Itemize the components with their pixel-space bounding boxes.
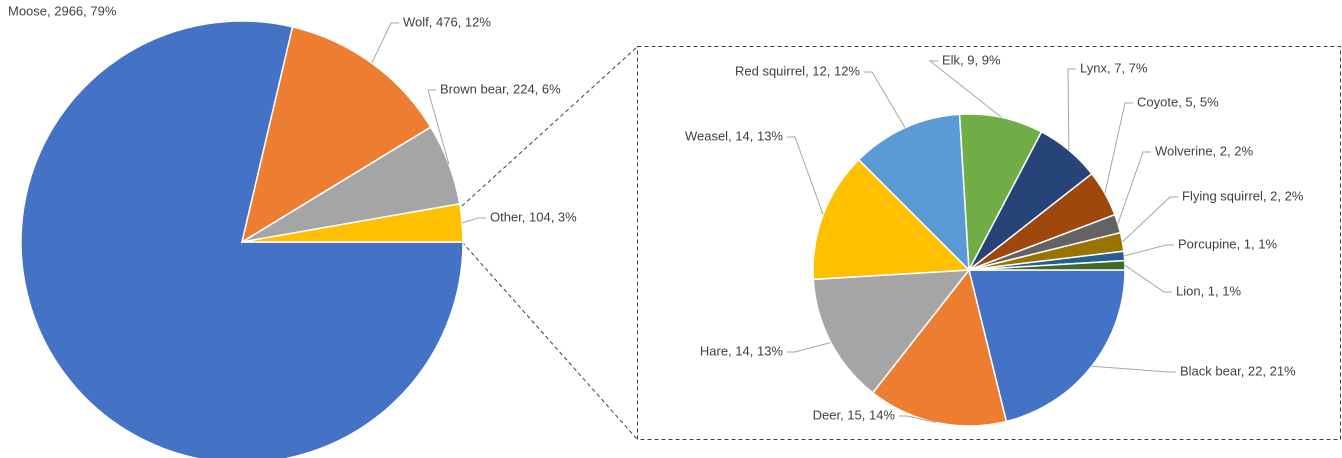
- leader-line: [899, 415, 937, 424]
- leader-line: [1104, 102, 1133, 194]
- detail-box: [637, 46, 1341, 440]
- leader-line: [1122, 196, 1178, 243]
- pie-slice: [812, 158, 971, 281]
- data-label: Hare, 14, 13%: [700, 343, 784, 358]
- data-label: Flying squirrel, 2, 2%: [1182, 188, 1304, 203]
- data-label: Lynx, 7, 7%: [1080, 60, 1148, 75]
- connector: [461, 241, 638, 440]
- pie-slice: [857, 113, 970, 272]
- data-label: Deer, 15, 14%: [813, 407, 896, 422]
- leader-line: [1091, 365, 1176, 373]
- leader-line: [427, 89, 450, 165]
- data-label: Other, 104, 3%: [490, 209, 577, 224]
- data-label: Elk, 9, 9%: [942, 52, 1001, 67]
- data-label: Lion, 1, 1%: [1176, 283, 1241, 298]
- data-label: Black bear, 22, 21%: [1180, 363, 1296, 378]
- leader-line: [1124, 264, 1172, 293]
- data-label: Porcupine, 1, 1%: [1178, 236, 1277, 251]
- pie-slice: [968, 269, 1126, 423]
- leader-line: [1124, 244, 1174, 257]
- data-label: Wolf, 476, 12%: [403, 14, 491, 29]
- leader-line: [1067, 68, 1076, 151]
- pie-slice: [812, 269, 971, 394]
- leader-line: [462, 217, 486, 224]
- leader-line: [787, 136, 824, 215]
- connector: [461, 46, 638, 207]
- data-label: Weasel, 14, 13%: [685, 128, 783, 143]
- leader-line: [371, 22, 399, 64]
- leader-line: [864, 71, 906, 128]
- leader-line: [1117, 151, 1151, 224]
- leader-line: [787, 342, 831, 353]
- pie-slice: [240, 25, 432, 244]
- leader-line: [928, 60, 1003, 118]
- data-label: Brown bear, 224, 6%: [440, 81, 561, 96]
- data-label: Red squirrel, 12, 12%: [735, 63, 860, 78]
- data-label: Wolverine, 2, 2%: [1155, 143, 1253, 158]
- data-label: Moose, 2966, 79%: [8, 3, 117, 18]
- pie-slice: [958, 113, 1043, 273]
- data-label: Coyote, 5, 5%: [1137, 94, 1219, 109]
